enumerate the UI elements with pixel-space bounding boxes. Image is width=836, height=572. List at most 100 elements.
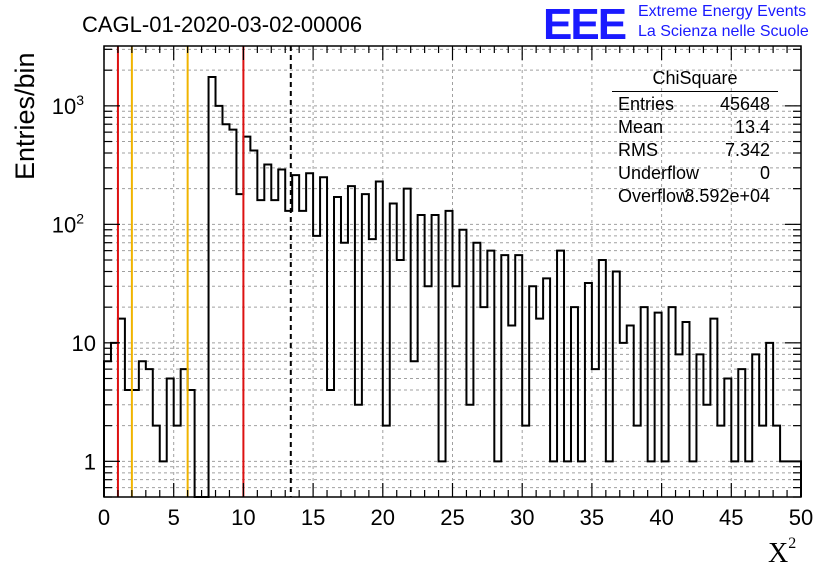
histogram-bin: [787, 461, 794, 497]
histogram-bin: [487, 251, 494, 497]
histogram-bin: [585, 283, 592, 497]
histogram-bin: [418, 215, 425, 497]
histogram-bin: [648, 461, 655, 497]
histogram-bin: [432, 215, 439, 497]
histogram-bin: [459, 230, 466, 497]
histogram-bin: [773, 426, 780, 497]
histogram-bin: [696, 354, 703, 497]
histogram-bin: [752, 354, 759, 497]
histogram-bin: [620, 343, 627, 497]
histogram-bin: [564, 461, 571, 497]
histogram-bin: [466, 405, 473, 497]
y-tick-label: 103: [52, 92, 84, 119]
histogram-bin: [703, 405, 710, 497]
histogram-bin: [759, 426, 766, 497]
stats-box: ChiSquare Entries 45648 Mean 13.4 RMS 7.…: [612, 68, 778, 207]
histogram-bin: [146, 369, 153, 497]
histogram-bin: [153, 426, 160, 497]
histogram-bin: [508, 326, 515, 497]
histogram-bin: [411, 361, 418, 497]
histogram-bin: [209, 77, 216, 497]
histogram-bin: [655, 313, 662, 497]
logo-line-1: Extreme Energy Events: [638, 3, 807, 20]
stats-value: 45648: [719, 94, 770, 114]
histogram-bin: [557, 251, 564, 497]
histogram-bin: [683, 322, 690, 497]
histogram-bin: [724, 379, 731, 497]
histogram-bin: [222, 124, 229, 497]
histogram-bin: [425, 286, 432, 497]
histogram-bin: [522, 426, 529, 497]
histogram-bin: [355, 405, 362, 497]
histogram-bin: [362, 194, 369, 497]
histogram-bin: [689, 461, 696, 497]
histogram-bin: [571, 307, 578, 497]
x-tick-label: 10: [231, 505, 255, 530]
x-tick-label: 45: [719, 505, 743, 530]
histogram-bin: [243, 137, 250, 497]
histogram-bin: [257, 200, 264, 497]
histogram-bin: [216, 106, 223, 497]
histogram-bin: [627, 326, 634, 497]
histogram-bin: [174, 426, 181, 497]
chart-title: CAGL-01-2020-03-02-00006: [82, 12, 363, 37]
stats-value: 13.4: [734, 117, 770, 137]
histogram-bin: [313, 236, 320, 497]
histogram-bin: [745, 461, 752, 497]
x-tick-label: 50: [789, 505, 813, 530]
histogram-bin: [160, 461, 167, 497]
stats-value: 7.342: [724, 140, 770, 160]
histogram-bin: [494, 461, 501, 497]
histogram-bin: [515, 255, 522, 497]
histogram-bin: [599, 260, 606, 497]
histogram-bin: [529, 286, 536, 497]
logo-line-2: La Scienza nelle Scuole: [638, 23, 809, 40]
histogram-bin: [578, 461, 585, 497]
histogram-bin: [292, 175, 299, 497]
histogram-bin: [188, 390, 195, 497]
histogram-bin: [710, 319, 717, 497]
x-tick-label: 30: [510, 505, 534, 530]
stats-key: Entries: [618, 94, 675, 114]
histogram-bin: [278, 170, 285, 497]
histogram-bin: [369, 239, 376, 497]
histogram-bin: [348, 186, 355, 497]
stats-row-overflow: Overflow 3.592e+04: [612, 184, 778, 207]
histogram-bin: [473, 243, 480, 497]
x-tick-label: 5: [168, 505, 180, 530]
histogram-bin: [766, 343, 773, 497]
histogram-bin: [536, 319, 543, 497]
x-tick-label: 20: [371, 505, 395, 530]
histogram-bin: [676, 354, 683, 497]
eee-logo: EEE: [543, 0, 627, 49]
histogram-bin: [271, 200, 278, 497]
histogram-bin: [641, 307, 648, 497]
histogram-bin: [229, 130, 236, 497]
histogram-bin: [181, 369, 188, 497]
stats-key: Overflow: [618, 186, 690, 206]
histogram-bin: [383, 426, 390, 497]
histogram-bin: [132, 390, 139, 497]
histogram-bin: [592, 369, 599, 497]
histogram-bin: [780, 461, 787, 497]
histogram-bin: [453, 286, 460, 497]
stats-row-mean: Mean 13.4: [612, 115, 778, 138]
histogram-bin: [320, 177, 327, 497]
histogram-bin: [662, 461, 669, 497]
stats-row-rms: RMS 7.342: [612, 138, 778, 161]
x-tick-label: 35: [580, 505, 604, 530]
x-tick-label: 15: [301, 505, 325, 530]
stats-value: 3.592e+04: [684, 186, 770, 206]
y-axis-label: Entries/bin: [10, 52, 40, 180]
histogram-bin: [738, 369, 745, 497]
stats-row-underflow: Underflow 0: [612, 161, 778, 184]
histogram-bin: [446, 211, 453, 497]
histogram-bin: [634, 426, 641, 497]
x-tick-label: 40: [649, 505, 673, 530]
histogram-bin: [334, 197, 341, 497]
stats-title: ChiSquare: [612, 68, 778, 92]
histogram-bin: [439, 461, 446, 497]
histogram-bin: [167, 379, 174, 497]
histogram-bin: [613, 272, 620, 498]
histogram-bin: [550, 461, 557, 497]
